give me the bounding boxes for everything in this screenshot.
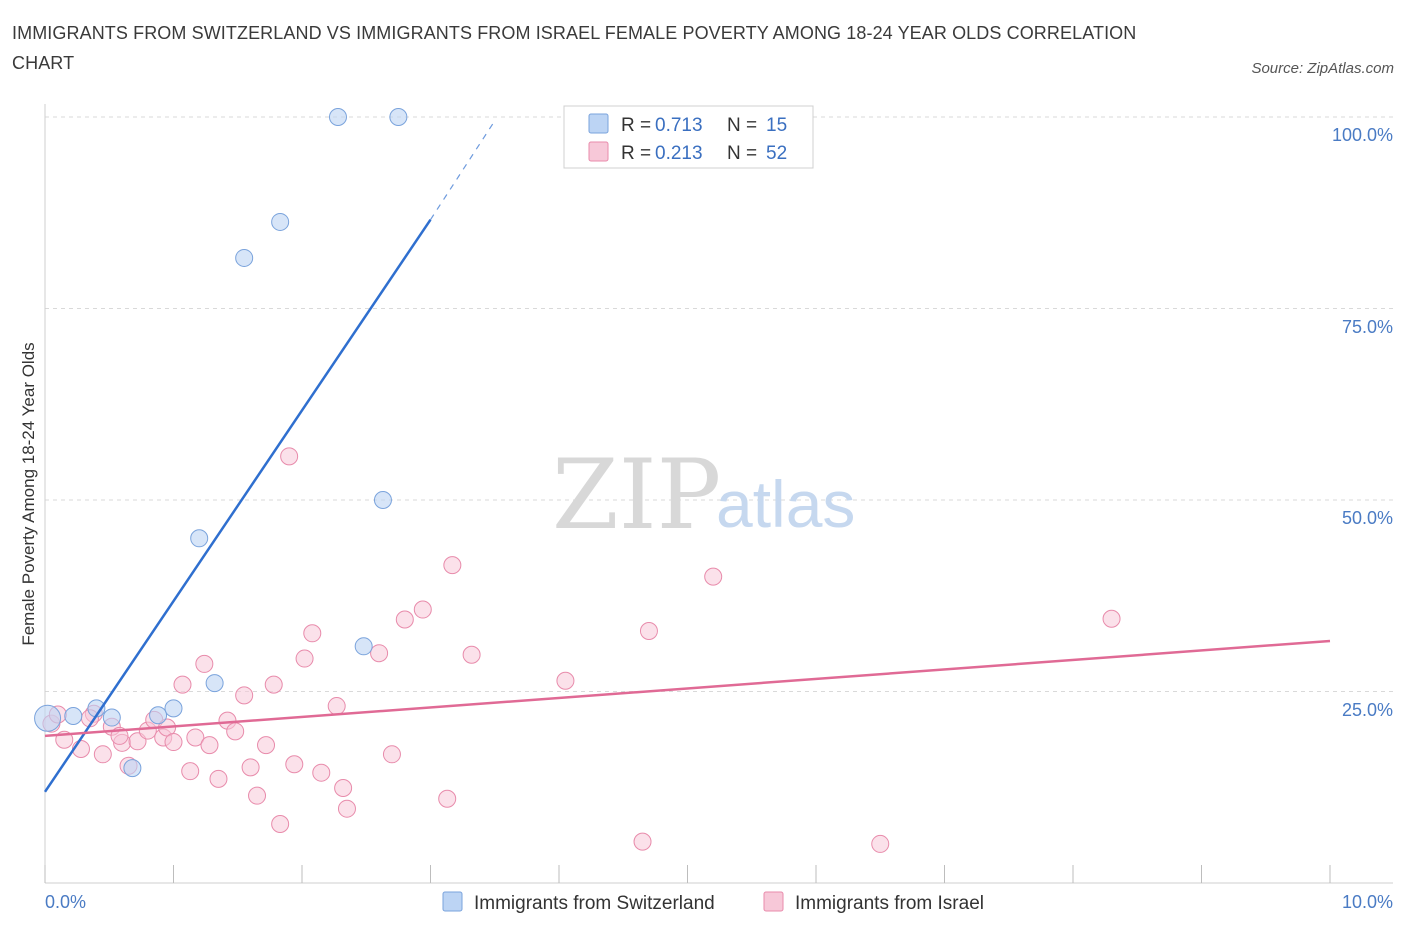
switzerland-point-0 [34,704,62,732]
switzerland-points [34,108,408,778]
legend-n-value-1: 52 [766,143,787,164]
switzerland-point-5 [149,706,168,725]
x-tick-labels: 0.0% 10.0% [45,892,1393,912]
israel-point-26 [264,675,283,694]
legend-swatch-switzerland [588,113,609,134]
switzerland-trendline-extension [429,120,496,220]
legend-r-label-1: R = [621,143,651,164]
israel-point-36 [370,644,389,663]
israel-point-32 [312,763,331,782]
israel-point-41 [443,556,462,575]
israel-point-30 [295,649,314,668]
israel-point-16 [186,728,205,747]
israel-point-13 [164,733,183,752]
bottom-legend-label-switzerland: Immigrants from Switzerland [474,893,715,914]
israel-point-22 [235,686,254,705]
israel-point-14 [173,675,192,694]
israel-point-29 [285,755,304,774]
legend-r-label-0: R = [621,115,651,136]
israel-point-28 [280,447,299,466]
israel-point-45 [639,621,658,640]
bottom-legend-label-israel: Immigrants from Israel [795,893,984,914]
top-legend: R = 0.713 N = 15 R = 0.213 N = 52 [563,105,814,169]
legend-r-value-1: 0.213 [655,143,703,164]
israel-point-44 [633,832,652,851]
israel-point-46 [704,567,723,586]
israel-point-25 [257,736,276,755]
israel-point-19 [209,769,228,788]
gridlines [45,116,1393,692]
legend-n-value-0: 15 [766,115,787,136]
israel-point-38 [395,610,414,629]
israel-point-42 [462,645,481,664]
switzerland-point-11 [328,108,347,126]
switzerland-point-10 [271,212,290,231]
trendlines [43,120,1331,793]
switzerland-point-6 [164,699,183,718]
x-tick-label-max: 10.0% [1342,892,1393,912]
legend-r-value-0: 0.713 [655,115,703,136]
y-tick-label-25: 25.0% [1342,700,1393,720]
legend-swatch-israel [588,141,609,162]
israel-point-33 [327,697,346,716]
y-tick-labels: 25.0% 50.0% 75.0% 100.0% [1332,125,1393,720]
switzerland-point-13 [354,637,373,656]
israel-point-17 [195,654,214,673]
switzerland-point-3 [102,708,121,727]
israel-point-39 [413,600,432,619]
switzerland-trendline [43,218,432,793]
israel-point-31 [303,624,322,643]
israel-point-43 [556,671,575,690]
israel-point-34 [334,779,353,798]
israel-point-27 [271,815,290,834]
watermark-atlas: atlas [716,467,855,541]
switzerland-point-4 [123,759,142,778]
switzerland-point-14 [389,108,408,126]
chart-title: IMMIGRANTS FROM SWITZERLAND VS IMMIGRANT… [12,23,1137,73]
y-axis-label: Female Poverty Among 18-24 Year Olds [19,342,38,645]
israel-point-37 [382,745,401,764]
israel-point-4 [93,745,112,764]
y-tick-label-50: 50.0% [1342,508,1393,528]
israel-point-24 [248,786,267,805]
switzerland-point-1 [64,707,83,726]
bottom-legend: Immigrants from Switzerland Immigrants f… [442,891,984,914]
israel-point-47 [871,834,890,853]
y-tick-label-100: 100.0% [1332,125,1393,145]
switzerland-point-12 [373,491,392,509]
switzerland-point-7 [190,529,209,548]
israel-point-23 [241,758,260,777]
israel-point-18 [200,736,219,755]
israel-point-15 [181,762,200,781]
x-tick-label-min: 0.0% [45,892,86,912]
switzerland-point-8 [205,674,224,693]
y-tick-label-75: 75.0% [1342,317,1393,337]
israel-trendline [44,639,1331,738]
israel-point-35 [337,799,356,818]
israel-point-21 [226,722,245,741]
legend-n-label-0: N = [727,115,757,136]
israel-point-48 [1102,609,1121,628]
bottom-legend-swatch-switzerland [442,891,463,912]
switzerland-point-9 [235,248,254,267]
bottom-legend-swatch-israel [763,891,784,912]
watermark-zip: ZIP [552,439,721,551]
israel-point-40 [438,789,457,808]
legend-n-label-1: N = [727,143,757,164]
watermark: ZIP atlas [552,439,855,551]
source-label: Source: ZipAtlas.com [1251,60,1394,77]
axes [44,104,1393,884]
